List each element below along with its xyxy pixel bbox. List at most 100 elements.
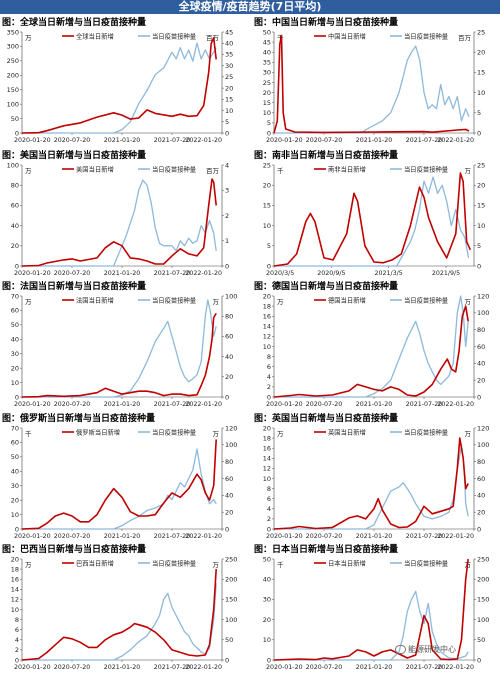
left-axis-unit: 万 bbox=[277, 298, 284, 306]
left-tick-label: 30 bbox=[11, 482, 19, 490]
left-tick-label: 10 bbox=[263, 475, 271, 483]
right-axis-unit: 万 bbox=[213, 561, 220, 569]
left-tick-label: 40 bbox=[11, 336, 19, 344]
series-cases-line bbox=[21, 312, 217, 398]
right-tick-label: 60 bbox=[477, 475, 485, 483]
right-tick-label: 0 bbox=[225, 262, 229, 270]
right-tick-label: 0 bbox=[477, 656, 481, 664]
left-tick-label: 8 bbox=[15, 616, 19, 624]
right-tick-label: 0 bbox=[225, 656, 229, 664]
right-tick-label: 60 bbox=[477, 343, 485, 351]
right-tick-label: 50 bbox=[225, 636, 233, 644]
right-axis-unit: 万 bbox=[213, 430, 220, 438]
left-tick-label: 30 bbox=[11, 350, 19, 358]
x-tick-label: 2022-01-20 bbox=[185, 401, 222, 408]
right-tick-label: 120 bbox=[477, 424, 489, 432]
right-tick-label: 20 bbox=[477, 49, 485, 57]
chart-panel-france: 图：法国当日新增与当日疫苗接种量 0 10 20 30 40 50 60 70 0 20 40 60 8… bbox=[0, 279, 247, 411]
right-tick-label: 40 bbox=[225, 353, 233, 361]
right-tick-label: 100 bbox=[225, 616, 237, 624]
left-tick-label: 4 bbox=[15, 636, 19, 644]
left-tick-label: 14 bbox=[11, 586, 19, 594]
right-tick-label: 250 bbox=[225, 555, 237, 563]
legend-vaccine-label: 当日疫苗接种量 bbox=[404, 558, 449, 567]
x-tick-label: 2020-01-20 bbox=[14, 137, 51, 144]
x-tick-label: 2022-01-20 bbox=[185, 664, 222, 671]
right-tick-label: 80 bbox=[225, 458, 233, 466]
right-tick-label: 0 bbox=[477, 525, 481, 533]
left-tick-label: 20 bbox=[11, 496, 19, 504]
left-tick-label: 15 bbox=[263, 202, 271, 210]
series-cases-line bbox=[21, 37, 217, 134]
left-axis-unit: 千 bbox=[277, 560, 284, 569]
x-tick-label: 2020-07-20 bbox=[306, 664, 343, 671]
left-tick-label: 0 bbox=[267, 525, 271, 533]
right-tick-label: 15 bbox=[477, 202, 485, 210]
right-tick-label: 2 bbox=[225, 212, 229, 220]
left-tick-label: 20 bbox=[11, 555, 19, 563]
left-tick-label: 18 bbox=[11, 565, 19, 573]
left-tick-label: 10 bbox=[263, 109, 271, 117]
chart-panel-russia: 图：俄罗斯当日新增与当日疫苗接种量 0 10 20 30 40 50 60 70 0 20 40 60… bbox=[0, 411, 247, 543]
left-tick-label: 300 bbox=[7, 43, 19, 51]
left-tick-label: 60 bbox=[11, 439, 19, 447]
right-tick-label: 100 bbox=[477, 616, 489, 624]
x-tick-label: 2020-07-20 bbox=[306, 533, 343, 540]
left-tick-label: 10 bbox=[11, 606, 19, 614]
left-tick-label: 0 bbox=[267, 656, 271, 664]
left-tick-label: 2 bbox=[267, 383, 271, 391]
left-tick-label: 12 bbox=[11, 596, 19, 604]
left-tick-label: 4 bbox=[267, 373, 271, 381]
right-tick-label: 200 bbox=[225, 576, 237, 584]
x-tick-label: 2020-01-20 bbox=[266, 137, 303, 144]
left-tick-label: 40 bbox=[11, 222, 19, 230]
left-tick-label: 20 bbox=[263, 292, 271, 300]
left-tick-label: 20 bbox=[11, 242, 19, 250]
series-vaccine-line bbox=[22, 448, 217, 530]
left-tick-label: 10 bbox=[11, 511, 19, 519]
right-tick-label: 45 bbox=[225, 28, 233, 36]
series-cases-line bbox=[273, 437, 469, 530]
chart-usa: 0 20 40 60 80 100 0 1 2 3 4 万 百万 2020-01-20 2020-07-20… bbox=[7, 161, 230, 277]
series-vaccine-line bbox=[274, 444, 469, 530]
left-tick-label: 20 bbox=[263, 616, 271, 624]
right-tick-label: 100 bbox=[225, 441, 237, 449]
wechat-icon bbox=[395, 645, 406, 654]
x-tick-label: 2021-01-20 bbox=[356, 664, 393, 671]
left-axis-unit: 千 bbox=[277, 166, 284, 175]
chart-southafrica: 0 5 10 15 20 25 0 5 10 15 20 25 千 万 2020/3/5 2020/9/5 20… bbox=[263, 161, 486, 277]
x-tick-label: 2020-07-20 bbox=[306, 137, 343, 144]
left-tick-label: 6 bbox=[15, 626, 19, 634]
left-tick-label: 0 bbox=[15, 129, 19, 137]
series-cases-line bbox=[21, 569, 217, 661]
left-axis-unit: 万 bbox=[277, 430, 284, 438]
x-tick-label: 2020-07-20 bbox=[54, 137, 91, 144]
right-axis-unit: 万 bbox=[465, 167, 472, 175]
chart-uk: 0 2 4 6 8 10 12 14 16 18 20 0 20 40 60 80 100 120 万 万 2020-0… bbox=[263, 424, 490, 540]
legend-cases-label: 德国当日新增 bbox=[328, 295, 366, 304]
left-tick-label: 50 bbox=[263, 28, 271, 36]
x-tick-label: 2021-07-20 bbox=[154, 270, 191, 277]
left-tick-label: 60 bbox=[11, 307, 19, 315]
right-tick-label: 40 bbox=[225, 492, 233, 500]
left-tick-label: 35 bbox=[263, 59, 271, 67]
left-tick-label: 100 bbox=[7, 100, 19, 108]
left-tick-label: 40 bbox=[11, 468, 19, 476]
chart-panel-china: 图：中国当日新增与当日疫苗接种量 0 5 10 15 20 25 30 35 40 45 50 0 5 1… bbox=[252, 15, 499, 147]
x-tick-label: 2022-01-20 bbox=[185, 533, 222, 540]
right-tick-label: 3 bbox=[225, 187, 229, 195]
right-tick-label: 10 bbox=[225, 107, 233, 115]
left-tick-label: 40 bbox=[263, 576, 271, 584]
left-tick-label: 0 bbox=[267, 393, 271, 401]
right-tick-label: 1 bbox=[225, 237, 229, 245]
chart-global: 0 50 100 150 200 250 300 350 0 5 10 15 20 25 30 35 40 45 万… bbox=[7, 28, 234, 144]
right-tick-label: 100 bbox=[477, 441, 489, 449]
left-tick-label: 350 bbox=[7, 28, 19, 36]
right-tick-label: 35 bbox=[225, 51, 233, 59]
x-tick-label: 2021-01-20 bbox=[104, 401, 141, 408]
x-tick-label: 2022-01-20 bbox=[437, 401, 474, 408]
left-tick-label: 20 bbox=[11, 364, 19, 372]
left-tick-label: 15 bbox=[263, 99, 271, 107]
